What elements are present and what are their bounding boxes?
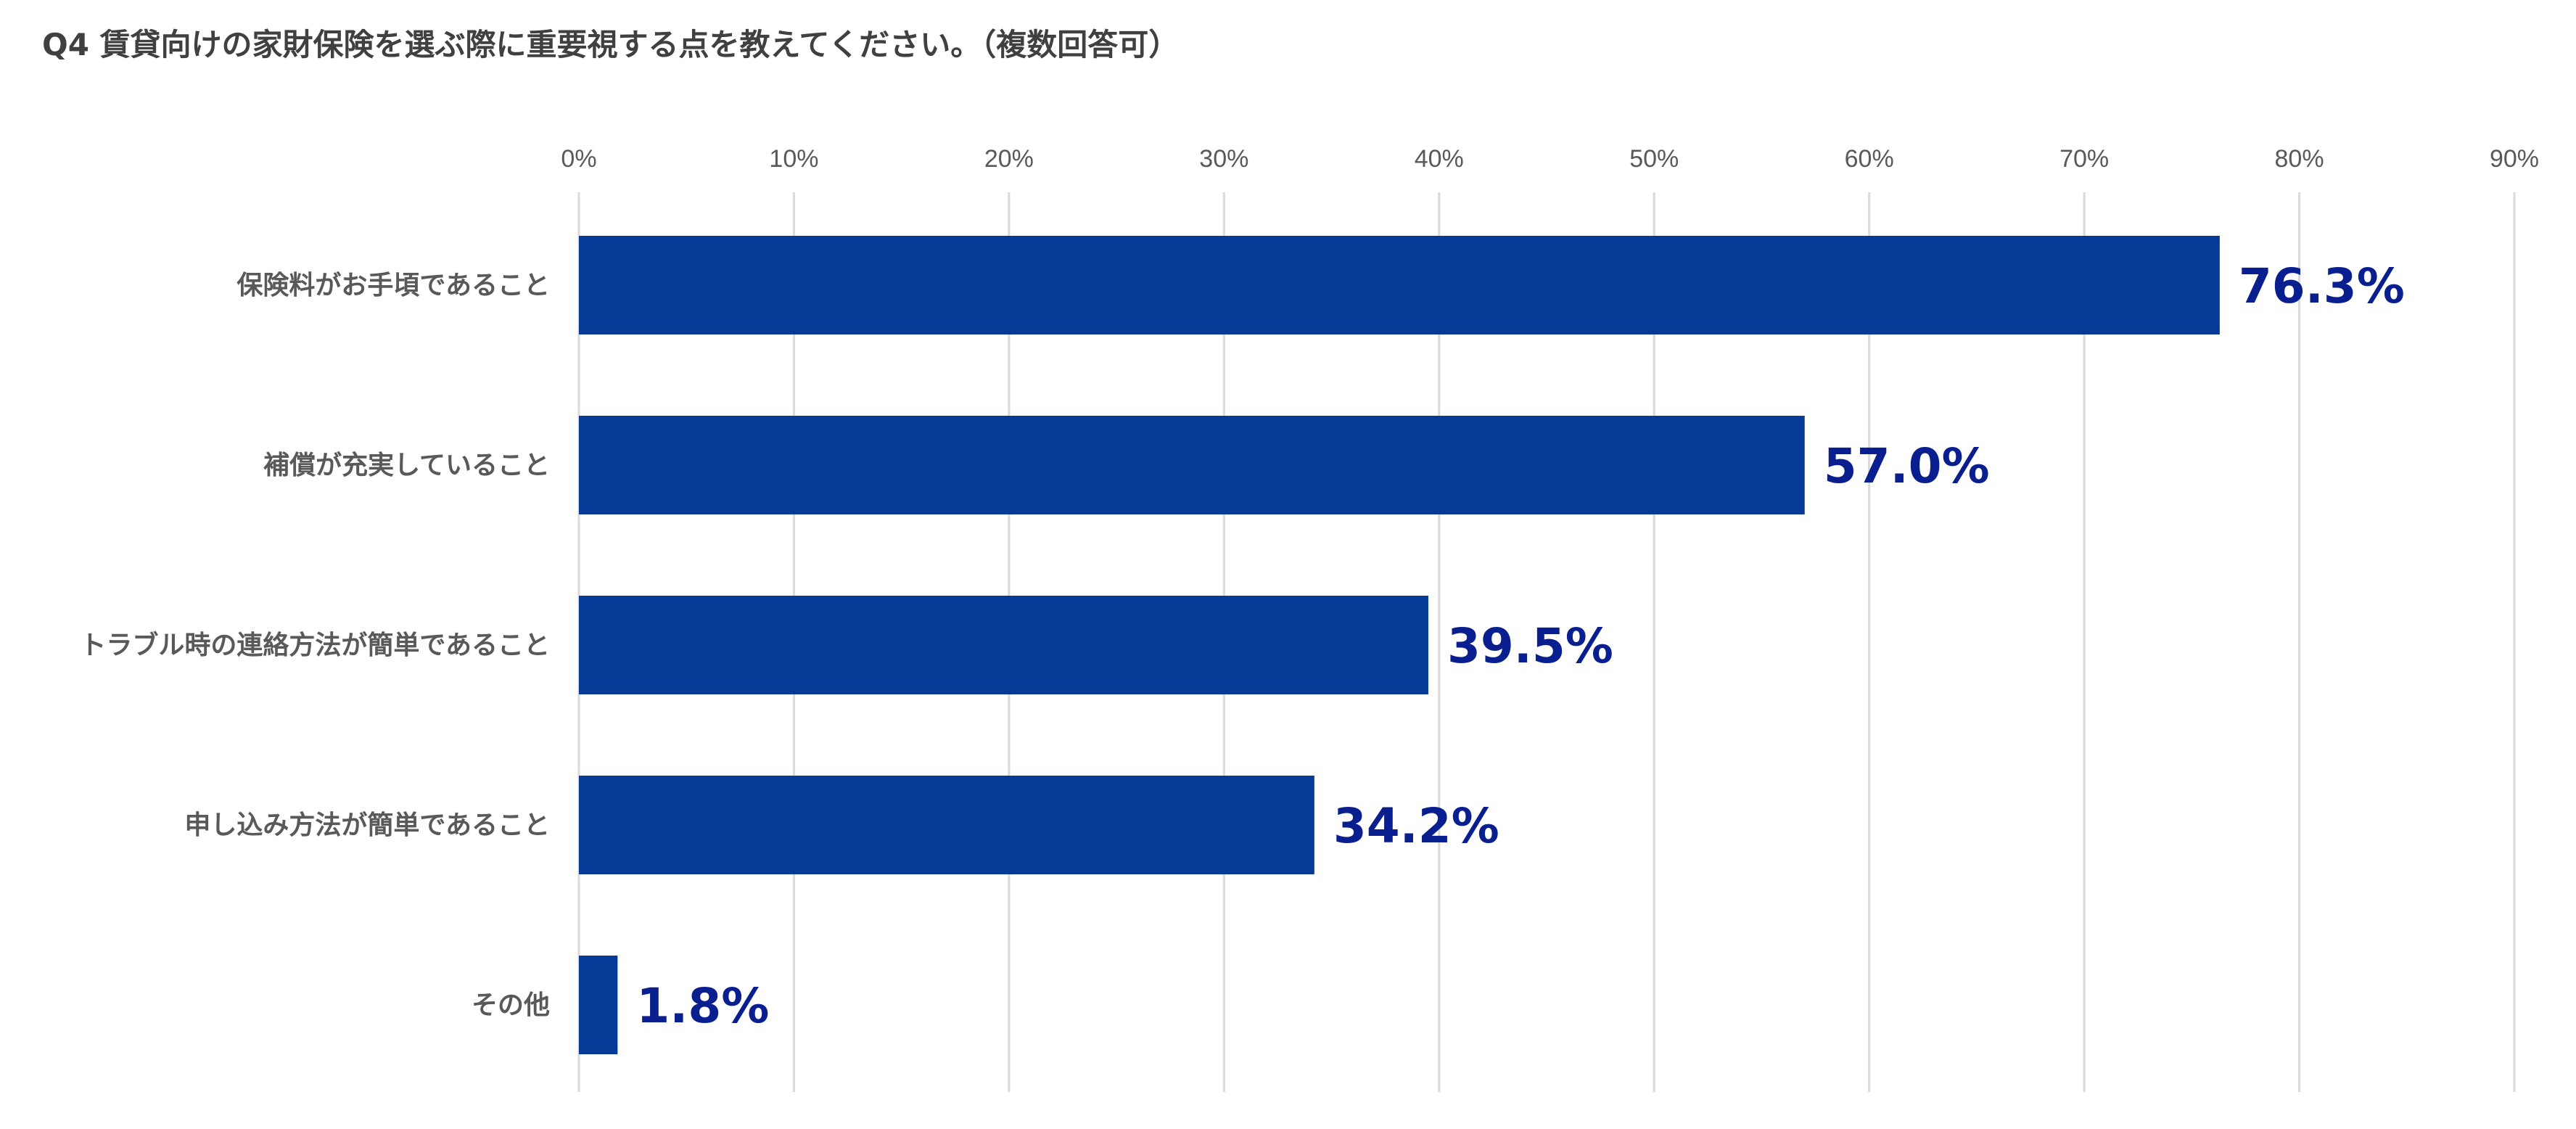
x-tick-label: 60% xyxy=(1845,145,1894,173)
data-label: 34.2% xyxy=(1333,798,1499,854)
data-label: 76.3% xyxy=(2239,258,2405,314)
bar xyxy=(579,776,1314,874)
x-tick-label: 0% xyxy=(561,145,596,173)
x-tick-label: 90% xyxy=(2490,145,2539,173)
x-tick-label: 30% xyxy=(1199,145,1248,173)
x-tick-label: 10% xyxy=(769,145,818,173)
data-label: 57.0% xyxy=(1824,438,1990,494)
bar xyxy=(579,416,1805,514)
category-label: 補償が充実していること xyxy=(263,451,550,480)
category-label: 申し込み方法が簡単であること xyxy=(184,810,550,840)
data-label: 1.8% xyxy=(636,978,769,1034)
data-label: 39.5% xyxy=(1447,618,1613,674)
chart-title: Q4 賃貸向けの家財保険を選ぶ際に重要視する点を教えてください。（複数回答可） xyxy=(42,27,1180,62)
bar xyxy=(579,596,1428,694)
category-label: その他 xyxy=(472,990,550,1020)
bar xyxy=(579,236,2220,334)
category-label: トラブル時の連絡方法が簡単であること xyxy=(80,630,550,660)
category-label: 保険料がお手頃であること xyxy=(236,271,550,300)
x-tick-label: 70% xyxy=(2059,145,2109,173)
x-tick-label: 50% xyxy=(1629,145,1679,173)
x-tick-label: 40% xyxy=(1415,145,1464,173)
x-tick-label: 80% xyxy=(2275,145,2324,173)
x-tick-label: 20% xyxy=(984,145,1034,173)
bar xyxy=(579,956,618,1054)
